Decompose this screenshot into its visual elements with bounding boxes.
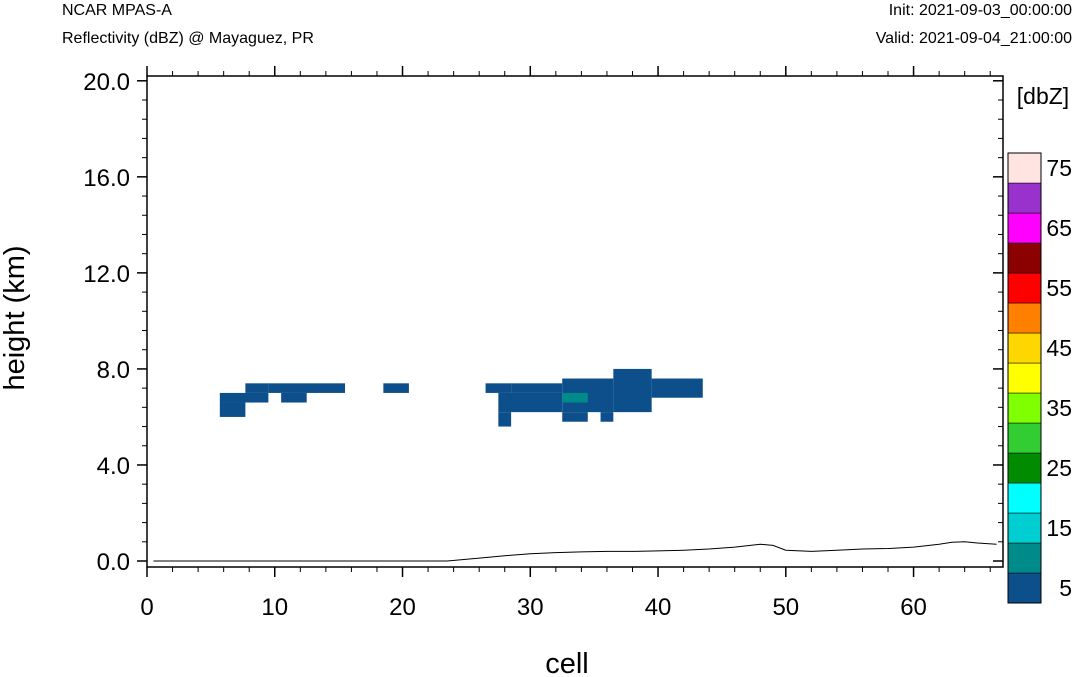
x-tick-label: 60 xyxy=(900,594,927,621)
colorbar-swatch xyxy=(1007,572,1042,604)
reflectivity-cell xyxy=(498,392,563,413)
colorbar-frame xyxy=(1007,152,1042,604)
colorbar-label: 5 xyxy=(1059,575,1072,601)
reflectivity-cell xyxy=(562,412,588,422)
colorbar xyxy=(1007,152,1042,604)
reflectivity-cell xyxy=(219,392,269,403)
y-tick-labels: 0.0 4.0 8.0 12.0 16.0 20.0 xyxy=(83,69,130,576)
colorbar-label: 55 xyxy=(1046,275,1072,301)
colorbar-label: 75 xyxy=(1046,155,1072,181)
model-title: NCAR MPAS-A xyxy=(62,2,172,19)
colorbar-label: 35 xyxy=(1046,395,1072,421)
colorbar-swatch xyxy=(1007,452,1042,484)
major-ticks xyxy=(137,66,1003,577)
colorbar-swatch xyxy=(1007,242,1042,274)
colorbar-label: 25 xyxy=(1046,455,1072,481)
reflectivity-cell xyxy=(651,378,703,398)
colorbar-swatch xyxy=(1007,302,1042,334)
field-title: Reflectivity (dBZ) @ Mayaguez, PR xyxy=(62,30,314,47)
init-time: Init: 2021-09-03_00:00:00 xyxy=(888,2,1072,19)
reflectivity-cell xyxy=(613,368,652,413)
y-axis-label: height (km) xyxy=(0,245,31,390)
colorbar-swatch xyxy=(1007,332,1042,364)
colorbar-swatch xyxy=(1007,422,1042,454)
reflectivity-cell xyxy=(600,412,614,422)
minor-ticks xyxy=(142,71,1003,572)
reflectivity-cell xyxy=(498,412,512,427)
y-tick-label: 20.0 xyxy=(83,69,130,96)
x-tick-labels: 0 10 20 30 40 50 60 xyxy=(140,594,927,621)
reflectivity-cell xyxy=(562,392,588,403)
colorbar-label: 15 xyxy=(1046,515,1072,541)
x-tick-label: 50 xyxy=(772,594,799,621)
plot-frame xyxy=(146,75,1004,568)
x-tick-label: 10 xyxy=(261,594,288,621)
reflectivity-cell xyxy=(245,383,269,393)
y-tick-label: 16.0 xyxy=(83,165,130,192)
valid-time: Valid: 2021-09-04_21:00:00 xyxy=(875,30,1072,47)
y-tick-label: 0.0 xyxy=(97,549,130,576)
colorbar-swatch xyxy=(1007,512,1042,544)
colorbar-swatch xyxy=(1007,542,1042,574)
y-tick-label: 12.0 xyxy=(83,261,130,288)
colorbar-swatch xyxy=(1007,212,1042,244)
x-axis-label: cell xyxy=(545,648,589,677)
x-tick-label: 0 xyxy=(140,594,153,621)
colorbar-swatch xyxy=(1007,152,1042,184)
colorbar-swatch xyxy=(1007,272,1042,304)
colorbar-swatch xyxy=(1007,182,1042,214)
colorbar-swatch xyxy=(1007,362,1042,394)
reflectivity-cell xyxy=(219,402,246,417)
colorbar-title: [dbZ] xyxy=(1017,83,1069,109)
reflectivity-cells xyxy=(219,368,703,427)
colorbar-label: 65 xyxy=(1046,215,1072,241)
reflectivity-cell xyxy=(268,383,346,393)
colorbar-labels: 5 15 25 35 45 55 65 75 xyxy=(1046,155,1072,601)
reflectivity-cell xyxy=(511,383,563,393)
reflectivity-cell xyxy=(383,383,409,393)
reflectivity-cell xyxy=(281,392,307,403)
y-tick-label: 4.0 xyxy=(97,453,130,480)
x-tick-label: 20 xyxy=(389,594,416,621)
y-tick-label: 8.0 xyxy=(97,357,130,384)
x-tick-label: 30 xyxy=(517,594,544,621)
colorbar-label: 45 xyxy=(1046,335,1072,361)
colorbar-swatch xyxy=(1007,392,1042,424)
colorbar-swatch xyxy=(1007,482,1042,514)
terrain-line xyxy=(153,541,997,562)
x-tick-label: 40 xyxy=(645,594,672,621)
reflectivity-cell xyxy=(485,383,512,393)
